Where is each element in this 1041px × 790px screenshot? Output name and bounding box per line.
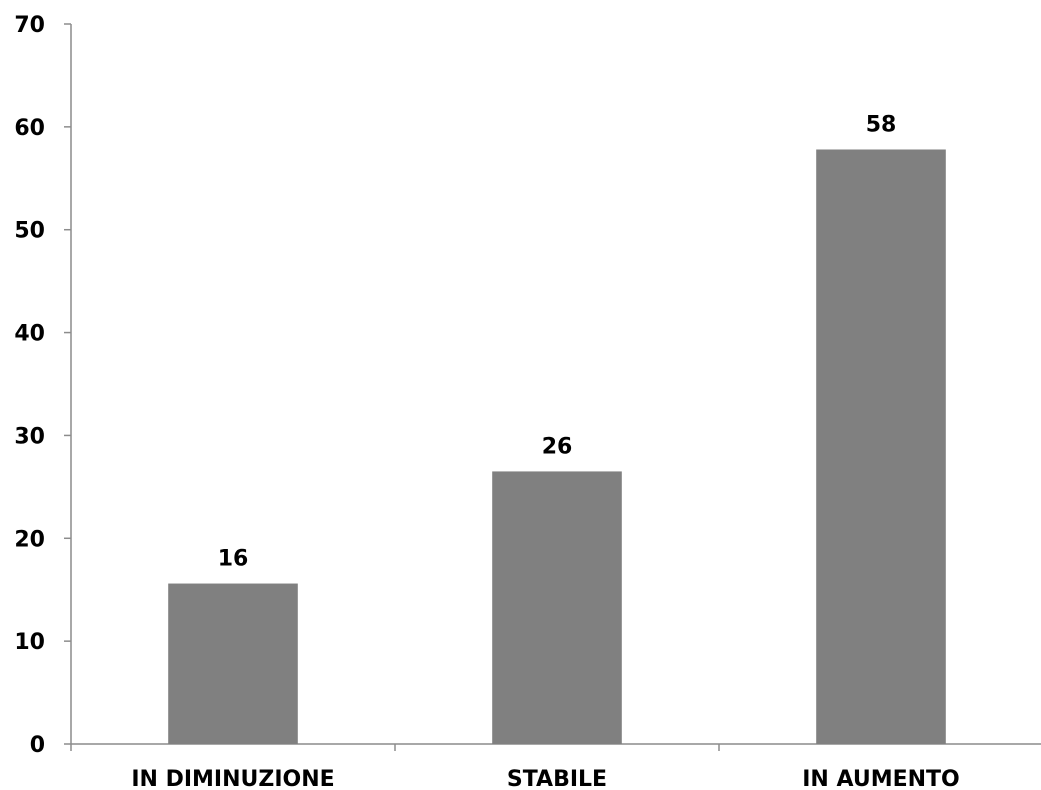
data-label: 26	[542, 434, 573, 459]
data-label: 16	[218, 547, 249, 572]
y-tick-label: 20	[14, 527, 45, 552]
data-labels: 16 26 58	[218, 112, 897, 571]
bar	[492, 471, 622, 744]
category-labels: IN DIMINUZIONE STABILE IN AUMENTO	[131, 767, 959, 790]
category-label: IN AUMENTO	[802, 767, 960, 790]
y-tick-label: 70	[14, 13, 45, 38]
bar	[816, 149, 946, 744]
category-label: STABILE	[507, 767, 607, 790]
category-label: IN DIMINUZIONE	[131, 767, 334, 790]
y-tick-label: 0	[30, 733, 45, 758]
y-tick-label: 10	[14, 630, 45, 655]
y-tick-label: 30	[14, 424, 45, 449]
bar	[168, 583, 298, 744]
x-axis	[70, 743, 1041, 751]
y-tick-label: 50	[14, 219, 45, 244]
y-tick-label: 60	[14, 116, 45, 141]
y-axis: 0 10 20 30 40 50 60 70	[14, 13, 72, 758]
data-label: 58	[866, 112, 897, 137]
y-tick-label: 40	[14, 322, 45, 347]
bars	[168, 149, 946, 744]
